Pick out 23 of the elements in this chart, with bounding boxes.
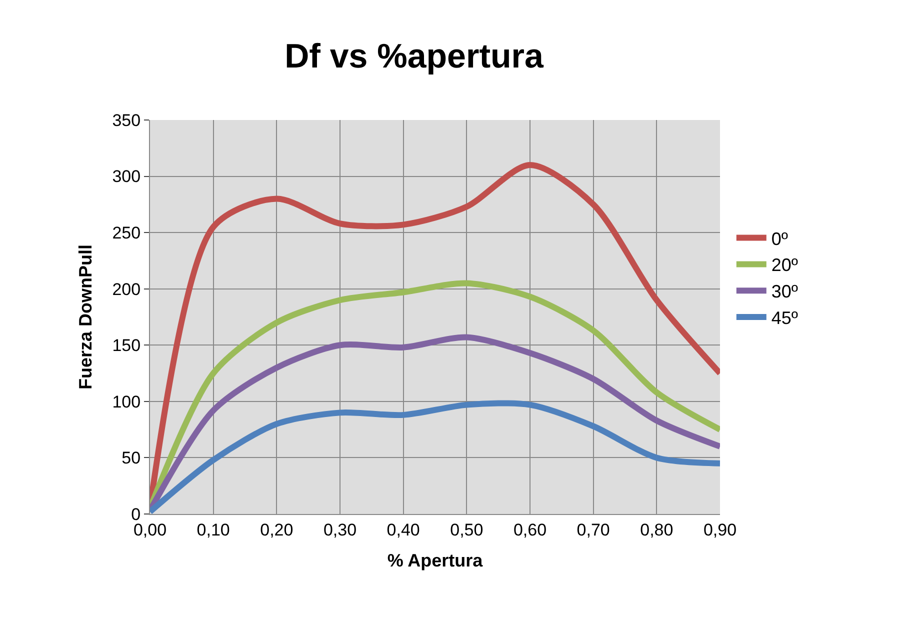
x-tick-label: 0,60 [513,520,547,540]
legend-label: 20º [771,255,798,276]
x-tick-label: 0,90 [703,520,737,540]
chart-title: Df vs %apertura [284,37,545,76]
legend-label: 0º [771,228,788,249]
x-tick-label: 0,70 [576,520,610,540]
y-tick-label: 200 [112,280,141,299]
y-tick-label: 50 [122,448,141,468]
x-axis-title: % Apertura [387,550,484,570]
x-tick-label: 0,80 [640,520,674,540]
x-tick-label: 0,50 [450,520,484,540]
y-tick-label: 300 [112,167,141,186]
x-tick-label: 0,30 [323,520,357,540]
legend-label: 30º [771,282,798,302]
y-tick-label: 100 [112,392,141,412]
y-axis-title: Fuerza DownPull [75,244,96,390]
y-tick-label: 150 [112,336,141,356]
y-tick-label: 350 [112,110,141,130]
x-tick-label: 0,10 [196,520,230,540]
x-tick-label: 0,40 [386,520,420,540]
x-tick-label: 0,20 [260,520,294,540]
y-tick-label: 250 [112,224,141,243]
legend-label: 45º [771,308,798,328]
